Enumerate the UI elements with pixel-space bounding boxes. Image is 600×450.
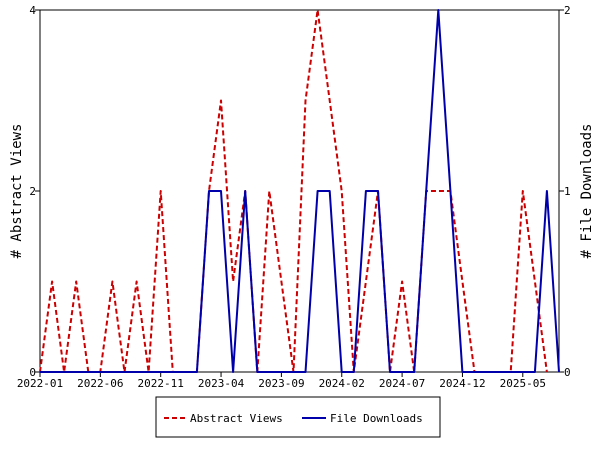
y-tick-label-left-0: 0 (29, 366, 36, 379)
y-tick-label-right-1: 1 (564, 185, 571, 198)
y-tick-label-right-0: 0 (564, 366, 571, 379)
x-tick-label-8: 2025-05 (500, 377, 546, 390)
x-tick-label-5: 2024-02 (319, 377, 365, 390)
y-axis-title-right: # File Downloads (579, 124, 595, 259)
y-tick-label-right-2: 2 (564, 4, 571, 17)
x-tick-label-0: 2022-01 (17, 377, 63, 390)
legend-box (155, 396, 441, 438)
legend-label-abstract-views: Abstract Views (190, 412, 283, 425)
x-tick-label-3: 2023-04 (198, 377, 245, 390)
x-tick-label-2: 2022-11 (138, 377, 184, 390)
legend: Abstract Views File Downloads (155, 396, 441, 438)
series-line-file-downloads (40, 9, 560, 373)
plot-area: 0 2 4 0 1 2 2022-01 2022-06 2022-11 2023-04 2023-0… (17, 4, 571, 390)
x-tick-label-6: 2024-07 (379, 377, 425, 390)
x-tick-label-1: 2022-06 (77, 377, 123, 390)
y-axis-title-left: # Abstract Views (9, 124, 25, 259)
x-tick-label-4: 2023-09 (258, 377, 304, 390)
y-tick-label-left-2: 4 (29, 4, 36, 17)
x-tick-label-7: 2024-12 (439, 377, 485, 390)
legend-label-file-downloads: File Downloads (330, 412, 423, 425)
y-tick-label-left-1: 2 (29, 185, 36, 198)
